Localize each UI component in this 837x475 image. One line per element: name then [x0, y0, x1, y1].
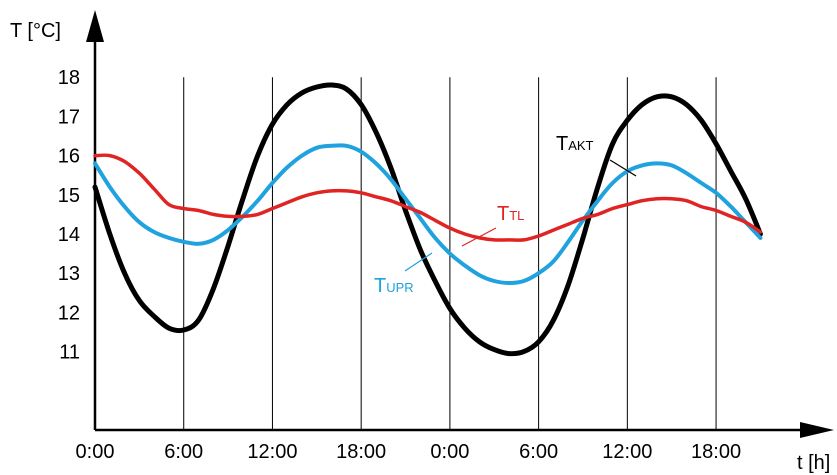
- x-axis-arrowhead: [800, 422, 834, 438]
- series-label-leader: [461, 227, 497, 247]
- series-label-sub: TL: [509, 208, 524, 223]
- x-tick-label: 18:00: [336, 441, 386, 463]
- y-tick-label: 11: [59, 342, 80, 364]
- x-tick-label: 0:00: [76, 441, 115, 463]
- vertical-gridlines: [183, 77, 717, 430]
- y-tick-label: 15: [58, 185, 80, 207]
- series-label-takt: TAKT: [556, 133, 594, 155]
- y-axis-arrowhead: [86, 10, 104, 42]
- y-tick-label: 12: [58, 302, 80, 324]
- series-line-takt: [92, 82, 763, 357]
- y-tick-label: 14: [58, 224, 80, 246]
- series-lines: [92, 82, 763, 357]
- x-tick-label: 12:00: [602, 441, 652, 463]
- series-label-main: T: [556, 133, 568, 155]
- y-tick-labels: 11 12 13 14 15 16 17 18: [58, 67, 80, 363]
- x-tick-label: 18:00: [691, 441, 741, 463]
- x-tick-label: 6:00: [519, 441, 558, 463]
- series-label-sub: UPR: [386, 280, 413, 295]
- series-label-tupr: TUPR: [374, 275, 414, 297]
- series-line-ttl: [93, 153, 763, 242]
- x-tick-label: 0:00: [430, 441, 469, 463]
- series-label-main: T: [497, 203, 509, 225]
- x-tick-label: 12:00: [247, 441, 297, 463]
- y-tick-label: 18: [58, 67, 80, 89]
- x-tick-labels: 0:00 6:00 12:00 18:00 0:00 6:00 12:00 18:00: [76, 441, 742, 463]
- y-axis-title: T [°C]: [10, 20, 61, 42]
- series-label-leader: [609, 159, 637, 177]
- series-label-ttl: TTL: [497, 203, 524, 225]
- y-tick-label: 13: [58, 263, 80, 285]
- y-tick-label: 17: [58, 106, 80, 128]
- series-label-sub: AKT: [568, 138, 593, 153]
- series-line-tupr: [93, 143, 763, 285]
- series-label-main: T: [374, 275, 386, 297]
- axes: T [°C] t [h]: [10, 10, 834, 474]
- series-label-leader: [404, 252, 433, 272]
- y-tick-label: 16: [58, 146, 80, 168]
- x-tick-label: 6:00: [164, 441, 203, 463]
- x-axis-title: t [h]: [797, 452, 830, 474]
